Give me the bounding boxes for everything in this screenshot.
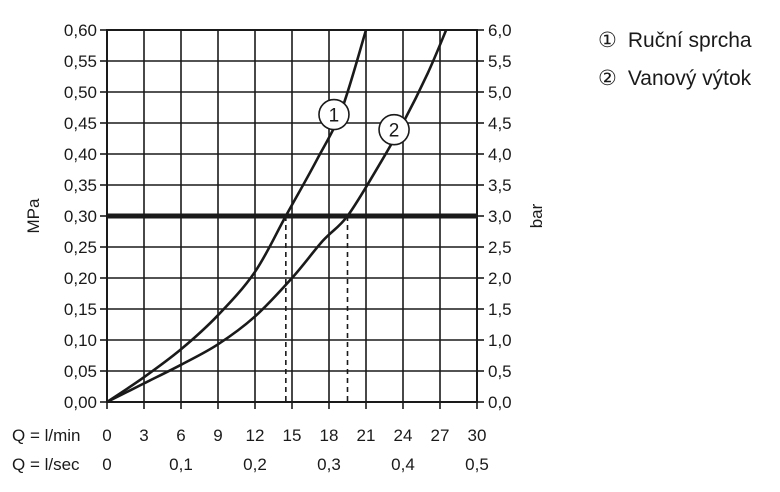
x2-tick-label: 0,5	[465, 455, 489, 474]
tick-labels: 0 3 6 9 12 15 18 21 24 27 300,00 0,00,05 0,50,10 1,00…	[64, 21, 512, 474]
y-tick-label-left: 0,45	[64, 114, 97, 133]
y-tick-label-right: 5,0	[488, 83, 512, 102]
y-axis-label-left: MPa	[24, 198, 43, 234]
x-tick-label: 30	[468, 426, 487, 445]
y-tick-label-right: 2,5	[488, 238, 512, 257]
y-tick-label-right: 0,0	[488, 393, 512, 412]
x-tick-label: 21	[357, 426, 376, 445]
y-tick-label-left: 0,00	[64, 393, 97, 412]
legend-item-2: ② Vanový výtok	[598, 60, 752, 98]
x-tick-label: 6	[176, 426, 185, 445]
y-tick-label-left: 0,20	[64, 269, 97, 288]
x-tick-label: 24	[394, 426, 413, 445]
y-tick-label-left: 0,60	[64, 21, 97, 40]
x-axis-label-lmin: Q = l/min	[12, 426, 81, 445]
x-tick-label: 9	[213, 426, 222, 445]
y-tick-label-right: 0,5	[488, 362, 512, 381]
series-marker-label-2: 2	[389, 121, 400, 142]
y-tick-label-left: 0,40	[64, 145, 97, 164]
legend-label-2: Vanový výtok	[627, 67, 752, 90]
y-tick-label-left: 0,05	[64, 362, 97, 381]
legend-label-1: Ruční sprcha	[627, 29, 752, 52]
x-tick-label: 3	[139, 426, 148, 445]
y-tick-label-right: 4,0	[488, 145, 512, 164]
reference-lines	[107, 213, 477, 402]
x-tick-label: 0	[102, 426, 111, 445]
y-tick-label-left: 0,10	[64, 331, 97, 350]
y-tick-label-right: 4,5	[488, 114, 512, 133]
y-tick-label-left: 0,25	[64, 238, 97, 257]
y-tick-label-left: 0,30	[64, 207, 97, 226]
x-tick-label: 15	[283, 426, 302, 445]
x-tick-label: 12	[246, 426, 265, 445]
x-tick-label: 27	[431, 426, 450, 445]
legend: ① Ruční sprcha ② Vanový výtok	[598, 22, 752, 98]
legend-item-1: ① Ruční sprcha	[598, 22, 752, 60]
y-tick-label-right: 1,5	[488, 300, 512, 319]
y-axis-label-right: bar	[527, 203, 546, 228]
series-marker-label-1: 1	[329, 106, 340, 127]
series-marker-circle-1	[318, 98, 350, 131]
y-tick-label-right: 6,0	[488, 21, 512, 40]
x-tick-label: 18	[320, 426, 339, 445]
y-tick-label-right: 3,0	[488, 207, 512, 226]
legend-marker-1: ①	[598, 29, 617, 52]
series-lines: 12	[106, 29, 448, 404]
x2-tick-label: 0,3	[317, 455, 341, 474]
y-tick-label-left: 0,35	[64, 176, 97, 195]
y-tick-label-right: 1,0	[488, 331, 512, 350]
x2-tick-label: 0,4	[391, 455, 415, 474]
grid	[100, 29, 484, 409]
x2-tick-label: 0	[102, 455, 111, 474]
x-axis-label-lsec: Q = l/sec	[12, 455, 80, 474]
legend-marker-2: ②	[598, 67, 617, 90]
y-tick-label-left: 0,50	[64, 83, 97, 102]
y-tick-label-right: 2,0	[488, 269, 512, 288]
y-tick-label-left: 0,55	[64, 52, 97, 71]
series-marker-circle-2	[378, 113, 410, 146]
x2-tick-label: 0,1	[169, 455, 193, 474]
y-tick-label-right: 3,5	[488, 176, 512, 195]
x2-tick-label: 0,2	[243, 455, 267, 474]
y-tick-label-right: 5,5	[488, 52, 512, 71]
y-tick-label-left: 0,15	[64, 300, 97, 319]
